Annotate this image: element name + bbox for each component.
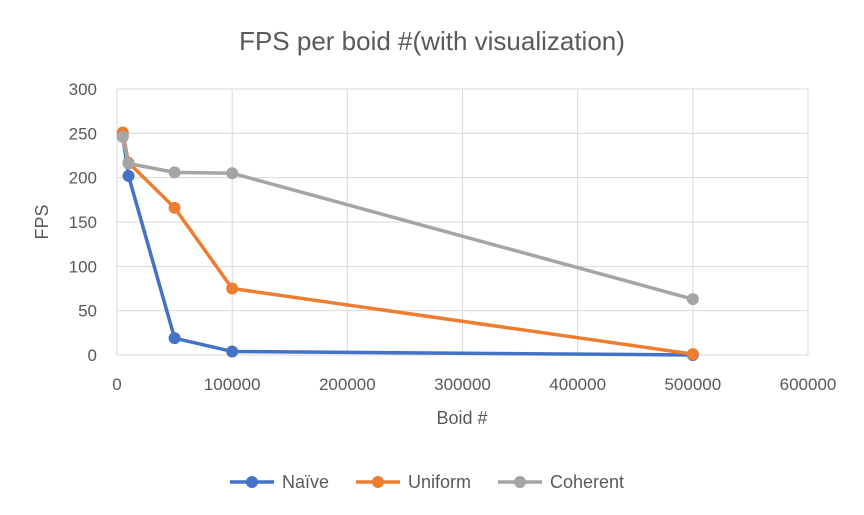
series-uniform: [116, 126, 699, 361]
x-tick-label: 400000: [549, 375, 606, 394]
legend-item: Naïve: [230, 472, 329, 492]
y-tick-label: 200: [69, 169, 97, 188]
series-line: [121, 136, 694, 301]
series-line: [121, 135, 693, 357]
data-point: [686, 293, 699, 306]
legend-marker: [372, 476, 384, 488]
series-coherent: [116, 130, 699, 306]
data-point: [226, 345, 239, 358]
y-tick-label: 0: [88, 346, 97, 365]
legend-marker: [246, 476, 258, 488]
data-point: [686, 348, 699, 361]
series-line: [121, 132, 694, 356]
legend-label: Uniform: [408, 472, 471, 492]
y-tick-label: 50: [78, 302, 97, 321]
chart-title: FPS per boid #(with visualization): [239, 26, 625, 56]
x-tick-label: 100000: [204, 375, 261, 394]
legend: Naïve Uniform Coherent: [230, 472, 624, 492]
legend-label: Coherent: [550, 472, 624, 492]
legend-item: Coherent: [498, 472, 624, 492]
data-point: [122, 169, 135, 182]
series-group: [116, 126, 699, 361]
y-axis-label: FPS: [32, 204, 52, 239]
y-tick-label: 300: [69, 80, 97, 99]
gridlines: [116, 88, 809, 356]
y-tick-label: 150: [69, 213, 97, 232]
data-point: [168, 166, 181, 179]
data-point: [226, 167, 239, 180]
legend-marker: [514, 476, 526, 488]
series-nave: [116, 129, 699, 361]
legend-item: Uniform: [356, 472, 471, 492]
data-point: [116, 130, 129, 143]
data-point: [122, 157, 135, 170]
x-tick-label: 500000: [664, 375, 721, 394]
x-tick-label: 0: [112, 375, 121, 394]
y-tick-label: 100: [69, 257, 97, 276]
x-tick-label: 600000: [780, 375, 837, 394]
x-axis-label: Boid #: [436, 408, 487, 428]
y-tick-label: 250: [69, 124, 97, 143]
legend-label: Naïve: [282, 472, 329, 492]
x-axis-ticks: 0 100000 200000 300000 400000 500000 600000: [112, 375, 836, 394]
y-axis-ticks: 0 50 100 150 200 250 300: [69, 80, 97, 365]
data-point: [168, 332, 181, 345]
data-point: [226, 282, 239, 295]
x-tick-label: 300000: [434, 375, 491, 394]
x-tick-label: 200000: [319, 375, 376, 394]
data-point: [168, 201, 181, 214]
